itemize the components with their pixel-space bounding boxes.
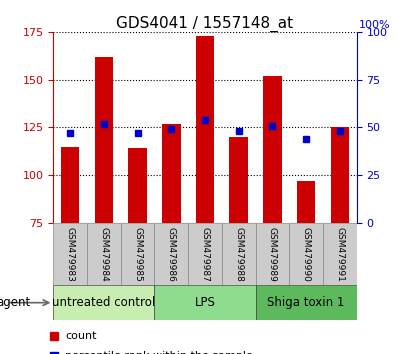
Bar	[296, 181, 315, 223]
Bar	[154, 285, 255, 320]
Bar	[195, 36, 214, 223]
Bar	[53, 285, 154, 320]
Text: agent: agent	[0, 296, 30, 309]
Bar	[162, 124, 180, 223]
Text: LPS: LPS	[194, 296, 215, 309]
Text: GSM479983: GSM479983	[65, 227, 74, 281]
Text: GSM479987: GSM479987	[200, 227, 209, 281]
Bar	[221, 223, 255, 285]
Text: untreated control: untreated control	[52, 296, 155, 309]
Text: GSM479989: GSM479989	[267, 227, 276, 281]
Text: GSM479990: GSM479990	[301, 227, 310, 281]
Bar	[263, 76, 281, 223]
Bar	[87, 223, 120, 285]
Text: Shiga toxin 1: Shiga toxin 1	[267, 296, 344, 309]
Bar	[61, 147, 79, 223]
Text: 100%: 100%	[358, 20, 389, 30]
Bar	[229, 137, 247, 223]
Text: GSM479985: GSM479985	[133, 227, 142, 281]
Text: GSM479988: GSM479988	[234, 227, 243, 281]
Bar	[322, 223, 356, 285]
Text: GSM479984: GSM479984	[99, 227, 108, 281]
Bar	[154, 223, 188, 285]
Bar	[53, 223, 87, 285]
Text: GDS4041 / 1557148_at: GDS4041 / 1557148_at	[116, 16, 293, 32]
Bar	[120, 223, 154, 285]
Bar	[330, 127, 348, 223]
Text: count: count	[65, 331, 97, 341]
Text: GSM479986: GSM479986	[166, 227, 175, 281]
Text: GSM479991: GSM479991	[335, 227, 344, 281]
Bar	[128, 148, 146, 223]
Bar	[255, 285, 356, 320]
Text: percentile rank within the sample: percentile rank within the sample	[65, 351, 252, 354]
Bar	[188, 223, 221, 285]
Bar	[289, 223, 322, 285]
Bar	[255, 223, 289, 285]
Bar	[94, 57, 113, 223]
